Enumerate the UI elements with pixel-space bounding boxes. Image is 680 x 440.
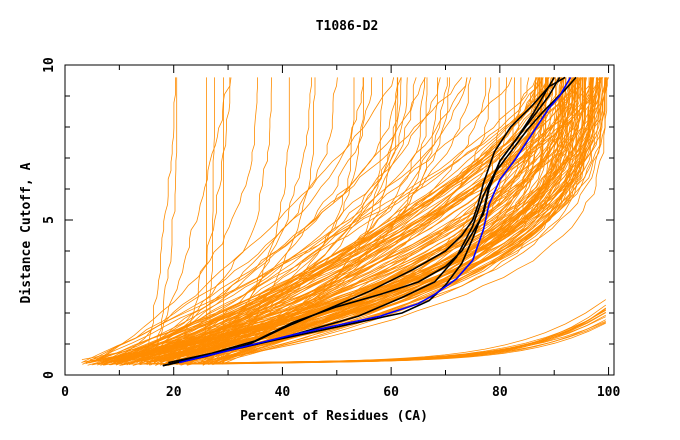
background-series-line (89, 77, 364, 364)
background-series-line (82, 77, 402, 365)
axis-ticks: 0 20 40 60 80 100 0 5 10 (42, 57, 620, 400)
background-series-line (215, 77, 594, 362)
background-series-line (89, 77, 548, 361)
background-series-line (175, 77, 513, 362)
background-series-line (180, 77, 584, 362)
background-series-line (111, 77, 608, 363)
x-tick-label: 80 (492, 385, 508, 400)
x-tick-label: 40 (275, 385, 291, 400)
background-series-line (167, 77, 578, 366)
background-series-line (199, 77, 562, 364)
background-series-line (204, 77, 207, 360)
background-series-line (103, 77, 468, 363)
background-series-line (166, 77, 578, 364)
background-series-line (146, 77, 176, 366)
background-series-line (117, 77, 577, 363)
background-series-line (145, 77, 572, 365)
background-series-line (213, 77, 544, 365)
background-series-line (127, 77, 272, 361)
y-tick-label: 0 (42, 371, 57, 379)
x-tick-label: 100 (597, 385, 621, 400)
background-series-line (186, 77, 595, 366)
background-series-line (136, 77, 426, 364)
background-series-line (206, 77, 215, 362)
background-series-line (148, 77, 232, 366)
background-series-line (116, 77, 544, 362)
chart-title: T1086-D2 (316, 19, 379, 34)
y-axis-label: Distance Cutoff, A (19, 162, 34, 303)
background-series-line (155, 77, 472, 366)
x-tick-label: 20 (166, 385, 182, 400)
background-series-line (125, 310, 606, 365)
x-tick-label: 60 (383, 385, 399, 400)
background-series-line (119, 77, 601, 363)
background-series-line (152, 77, 178, 362)
reference-series-line-4 (184, 76, 561, 361)
background-series-line (143, 77, 562, 362)
background-series-line (91, 77, 600, 363)
background-series-line (118, 77, 554, 363)
background-series-line (97, 77, 559, 360)
background-series-line (98, 77, 258, 361)
background-series-line (81, 77, 537, 363)
background-series-line (126, 77, 604, 366)
background-series-line (110, 77, 607, 363)
background-series-line (102, 77, 402, 366)
background-series-line (176, 77, 231, 365)
background-series-line (113, 77, 395, 364)
background-series-line (124, 77, 547, 364)
background-series-line (138, 77, 463, 361)
background-series-line (162, 312, 606, 365)
y-tick-label: 5 (42, 216, 57, 224)
highlight-series-group (178, 76, 572, 364)
y-tick-label: 10 (42, 57, 57, 73)
background-series-line (210, 77, 579, 363)
background-series-line (166, 77, 556, 363)
highlight-series-line-0 (178, 76, 572, 364)
background-series-line (139, 77, 570, 366)
background-series-line (196, 322, 606, 365)
x-tick-label: 0 (61, 385, 69, 400)
background-series-line (102, 77, 570, 363)
background-series-line (167, 77, 592, 363)
x-axis-label: Percent of Residues (CA) (240, 409, 428, 424)
plot-frame (64, 64, 615, 376)
background-series-line (116, 77, 549, 364)
